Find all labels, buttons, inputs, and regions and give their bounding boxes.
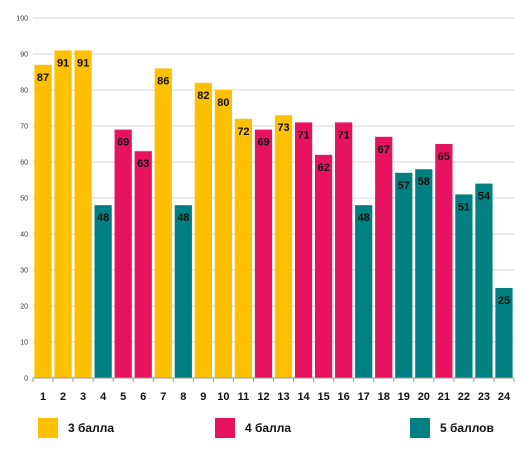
x-tick-label: 13 [277,391,289,403]
bar-data-labels: 87 91 91 48 69 63 86 48 82 80 72 69 73 71 62 71 48 67 57 58… [37,57,510,307]
bar [54,50,72,379]
x-axis-ticks: 1 2 3 4 5 6 7 8 9 10 11 12 13 14 15 16 17 18 19 20 21 22 23 24 [32,378,515,403]
legend-item-3: 3 балла [38,418,114,438]
y-tick-label: 70 [20,124,28,131]
x-tick-label: 18 [378,391,390,403]
bar-value-label: 51 [458,201,470,213]
x-tick-label: 20 [418,391,430,403]
bar [254,129,273,378]
bar [234,118,253,379]
x-tick-label: 19 [398,391,410,403]
legend-item-4: 4 балла [215,418,291,438]
y-tick-label: 20 [20,304,28,311]
legend-swatch-5 [410,418,430,438]
y-tick-label: 0 [24,376,28,383]
bar [314,154,333,378]
grid-lines [33,17,514,343]
legend-swatch-3 [38,418,58,438]
bar [375,136,393,378]
legend-label-5: 5 баллов [440,421,494,435]
bar-value-label: 57 [398,180,410,192]
x-tick-label: 12 [257,391,269,403]
bar [214,90,233,378]
bar [94,205,112,378]
bar [415,169,433,378]
bar-value-label: 48 [97,212,109,224]
bar [355,205,373,378]
bar [174,205,192,378]
bar-value-label: 86 [157,75,169,87]
bar [335,122,353,379]
x-tick-label: 2 [60,391,66,403]
y-tick-label: 80 [20,88,28,95]
x-tick-label: 10 [217,391,229,403]
bar [475,183,493,378]
bar [455,194,473,378]
bar [294,122,313,379]
legend-label-3: 3 балла [68,421,115,435]
x-tick-label: 5 [120,391,126,403]
legend-item-5: 5 баллов [410,418,494,438]
bar-value-label: 54 [478,191,491,203]
bar [134,151,152,378]
x-tick-label: 24 [498,391,511,403]
bar-value-label: 48 [358,212,370,224]
y-tick-label: 40 [20,232,28,239]
x-tick-label: 4 [100,391,107,403]
x-tick-label: 15 [317,391,329,403]
bar [74,50,92,379]
bar-value-label: 63 [137,158,149,170]
bar-value-label: 82 [197,90,209,102]
y-tick-label: 30 [20,268,28,275]
x-tick-label: 9 [200,391,206,403]
legend-swatch-4 [215,418,235,438]
y-tick-label: 10 [20,340,28,347]
y-tick-label: 60 [20,160,28,167]
bar [495,288,513,378]
bar [194,82,212,379]
x-tick-label: 21 [438,391,450,403]
bar-value-label: 62 [317,162,329,174]
bar-value-label: 91 [77,57,89,69]
bar [274,115,293,378]
y-tick-label: 90 [20,52,28,59]
x-tick-label: 17 [358,391,370,403]
bar-value-label: 69 [117,137,129,149]
x-tick-label: 16 [338,391,350,403]
bar [435,144,453,378]
x-tick-label: 1 [40,391,46,403]
bar-value-label: 48 [177,212,189,224]
bar-value-label: 72 [237,126,249,138]
x-tick-label: 3 [80,391,86,403]
bar-value-label: 67 [378,144,390,156]
bar [114,129,132,378]
x-tick-label: 8 [180,391,186,403]
y-tick-label: 50 [20,196,28,203]
bar-value-label: 25 [498,295,510,307]
bar-value-label: 71 [297,129,309,141]
x-tick-label: 6 [140,391,146,403]
bar [395,172,413,378]
bar-value-label: 69 [257,137,269,149]
bar [34,64,52,379]
bar-value-label: 73 [277,122,289,134]
x-tick-label: 14 [297,391,310,403]
bar-value-label: 71 [338,129,350,141]
x-tick-label: 23 [478,391,490,403]
y-tick-label: 100 [16,16,28,23]
bar-value-label: 87 [37,72,49,84]
y-axis-ticks: 0 10 20 30 40 50 60 70 80 90 100 [16,16,28,383]
bar-value-label: 91 [57,57,69,69]
bars [34,50,513,379]
x-tick-label: 7 [160,391,166,403]
bar-value-label: 80 [217,97,229,109]
bar-value-label: 58 [418,176,430,188]
bar [154,68,172,379]
x-tick-label: 22 [458,391,470,403]
x-tick-label: 11 [238,391,250,403]
bar-value-label: 65 [438,151,450,163]
legend-label-4: 4 балла [245,421,292,435]
